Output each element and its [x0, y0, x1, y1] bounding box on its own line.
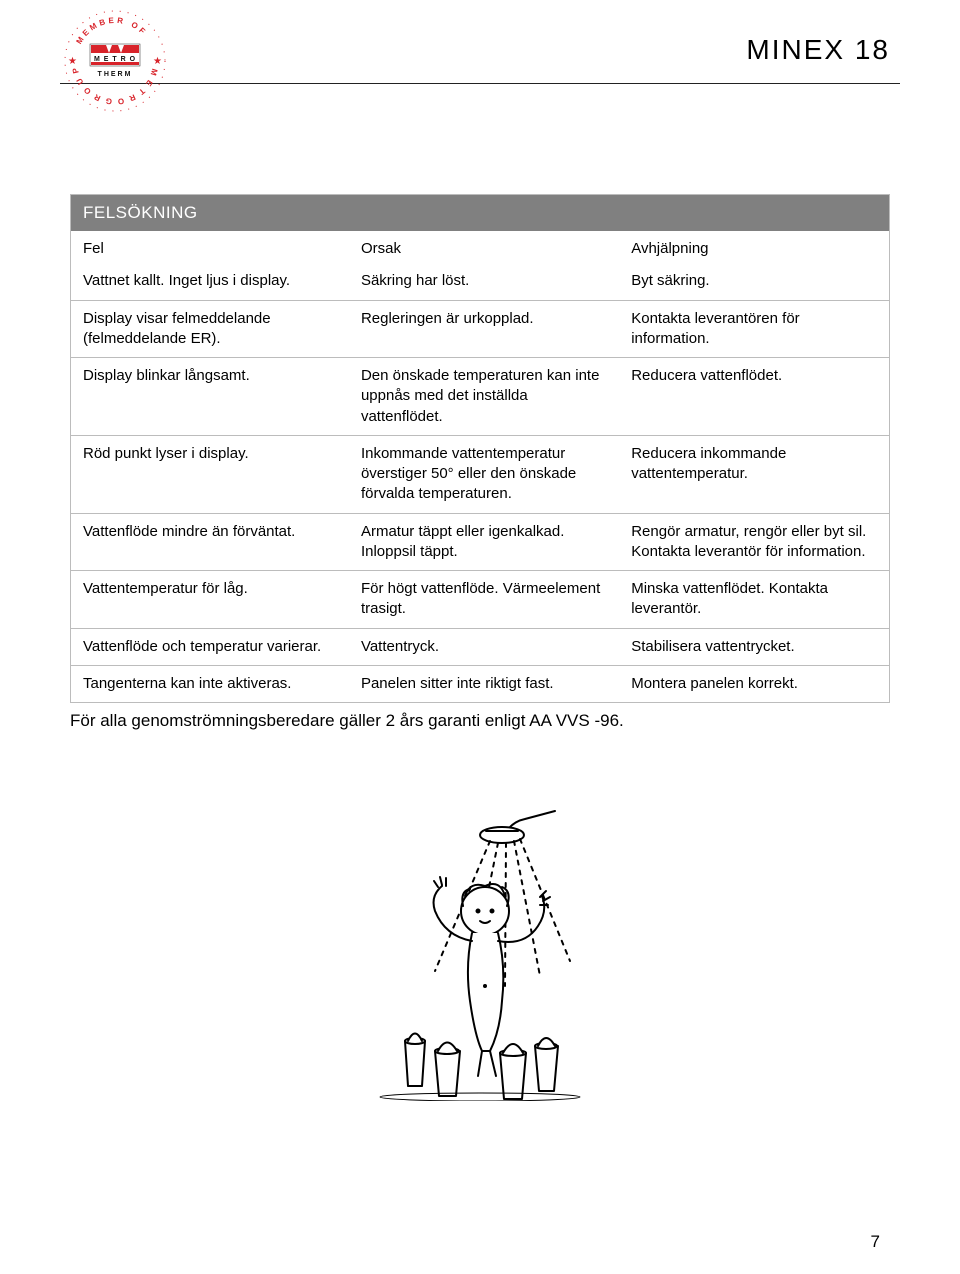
- shower-illustration: [70, 801, 890, 1105]
- cell-avhjalpning: Stabilisera vattentrycket.: [619, 628, 889, 665]
- metro-therm-logo: MEMBER OF M E T R O G R O U P ★ ★ M E T …: [60, 6, 170, 116]
- cell-fel: Vattentemperatur för låg.: [71, 571, 349, 629]
- col-header-orsak: Orsak: [349, 231, 619, 263]
- table-row: Vattenflöde mindre än förväntat. Armatur…: [71, 513, 890, 571]
- table-column-header-row: Fel Orsak Avhjälpning: [71, 231, 890, 263]
- page-number: 7: [871, 1232, 880, 1252]
- cell-avhjalpning: Kontakta leverantören för information.: [619, 300, 889, 358]
- table-title-row: FELSÖKNING: [71, 195, 890, 232]
- table-row: Display visar felmeddelande (felmeddelan…: [71, 300, 890, 358]
- cell-fel: Vattenflöde och temperatur varierar.: [71, 628, 349, 665]
- table-row: Display blinkar långsamt. Den önskade te…: [71, 358, 890, 436]
- svg-text:★: ★: [153, 56, 162, 67]
- doc-title: MINEX 18: [746, 34, 890, 66]
- svg-text:M E T R O: M E T R O: [94, 56, 136, 63]
- cell-fel: Vattnet kallt. Inget ljus i display.: [71, 263, 349, 300]
- cell-orsak: Säkring har löst.: [349, 263, 619, 300]
- cell-avhjalpning: Minska vattenflödet. Kontakta leverantör…: [619, 571, 889, 629]
- cell-fel: Röd punkt lyser i display.: [71, 435, 349, 513]
- header-rule: [60, 83, 900, 84]
- svg-text:★: ★: [68, 56, 77, 67]
- cell-orsak: Inkommande vattentemperatur överstiger 5…: [349, 435, 619, 513]
- svg-text:THERM: THERM: [98, 71, 133, 78]
- cell-orsak: För högt vattenflöde. Värmeelement trasi…: [349, 571, 619, 629]
- troubleshooting-table: FELSÖKNING Fel Orsak Avhjälpning Vattnet…: [70, 194, 890, 703]
- cell-avhjalpning: Montera panelen korrekt.: [619, 665, 889, 702]
- warranty-note: För alla genomströmningsberedare gäller …: [70, 711, 890, 731]
- table-row: Tangenterna kan inte aktiveras. Panelen …: [71, 665, 890, 702]
- table-row: Vattentemperatur för låg. För högt vatte…: [71, 571, 890, 629]
- table-row: Vattnet kallt. Inget ljus i display. Säk…: [71, 263, 890, 300]
- cell-fel: Display blinkar långsamt.: [71, 358, 349, 436]
- col-header-fel: Fel: [71, 231, 349, 263]
- cell-avhjalpning: Reducera inkommande vattentemperatur.: [619, 435, 889, 513]
- cell-orsak: Armatur täppt eller igenkalkad. Inloppsi…: [349, 513, 619, 571]
- col-header-avhjalpning: Avhjälpning: [619, 231, 889, 263]
- table-row: Röd punkt lyser i display. Inkommande va…: [71, 435, 890, 513]
- cell-avhjalpning: Byt säkring.: [619, 263, 889, 300]
- table-title: FELSÖKNING: [71, 195, 890, 232]
- cell-avhjalpning: Rengör armatur, rengör eller byt sil. Ko…: [619, 513, 889, 571]
- cell-avhjalpning: Reducera vattenflödet.: [619, 358, 889, 436]
- cell-fel: Vattenflöde mindre än förväntat.: [71, 513, 349, 571]
- svg-text:MEMBER OF: MEMBER OF: [74, 16, 149, 46]
- cell-orsak: Den önskade temperaturen kan inte uppnås…: [349, 358, 619, 436]
- cell-orsak: Regleringen är urkopplad.: [349, 300, 619, 358]
- cell-fel: Tangenterna kan inte aktiveras.: [71, 665, 349, 702]
- cell-orsak: Vattentryck.: [349, 628, 619, 665]
- table-row: Vattenflöde och temperatur varierar. Vat…: [71, 628, 890, 665]
- cell-orsak: Panelen sitter inte riktigt fast.: [349, 665, 619, 702]
- cell-fel: Display visar felmeddelande (felmeddelan…: [71, 300, 349, 358]
